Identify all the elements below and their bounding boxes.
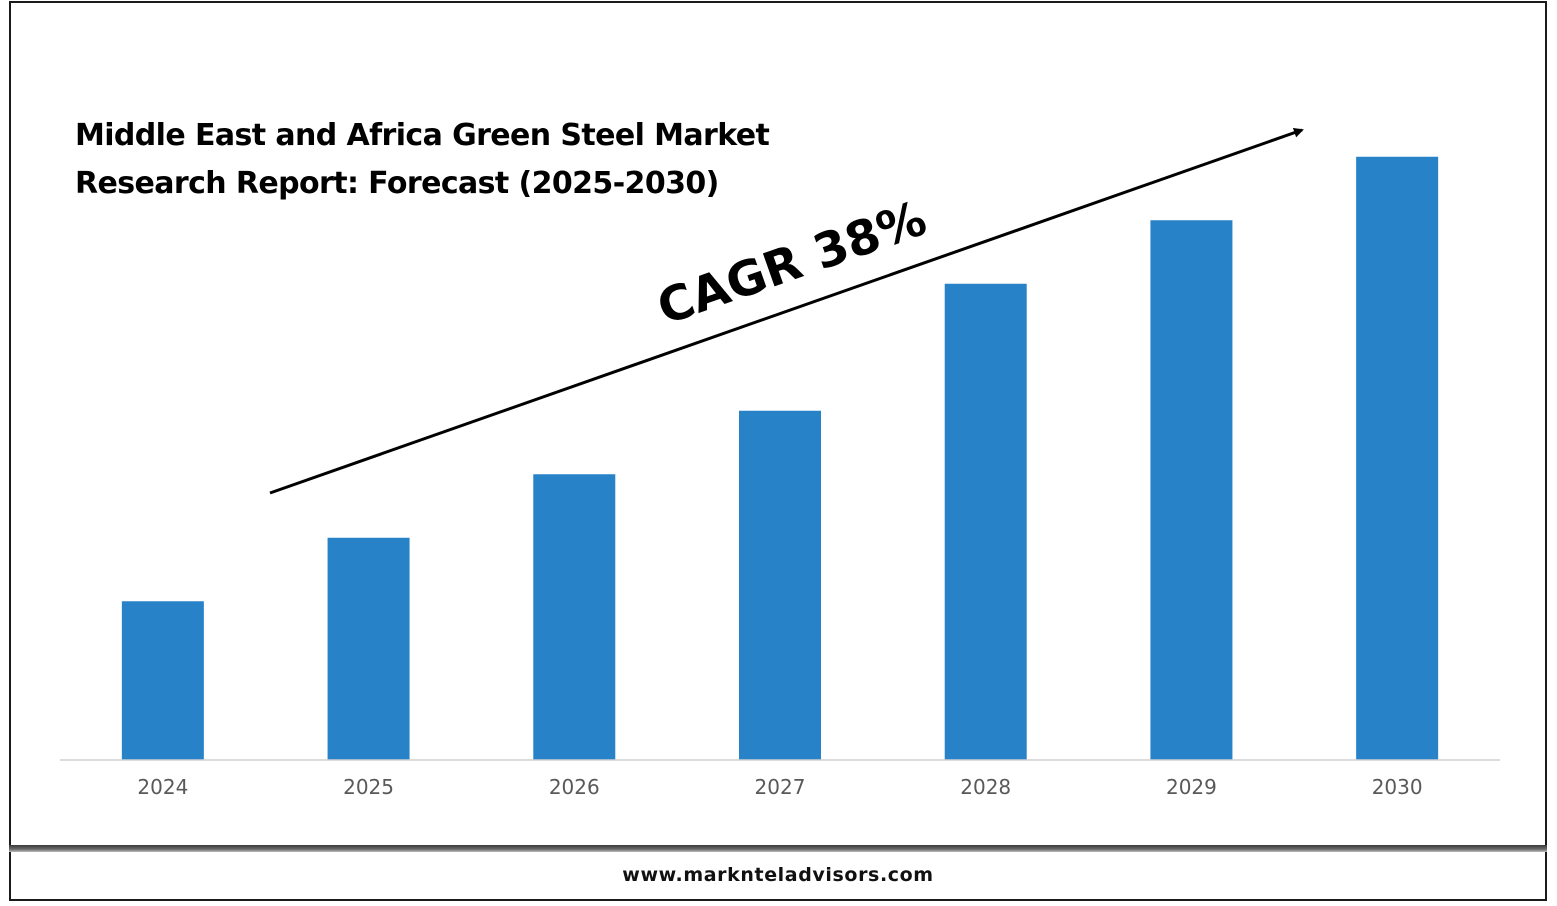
chart-title: Middle East and Africa Green Steel Marke… xyxy=(75,118,770,201)
x-tick-label-2027: 2027 xyxy=(755,775,806,799)
bars-group xyxy=(121,156,1439,760)
cagr-annotation: CAGR 38% xyxy=(650,190,933,336)
bar-2026 xyxy=(533,474,616,760)
x-tick-label-2024: 2024 xyxy=(137,775,188,799)
x-tick-label-2026: 2026 xyxy=(549,775,600,799)
bar-2030 xyxy=(1356,156,1439,760)
footer-divider xyxy=(9,845,1547,852)
bar-2025 xyxy=(327,537,410,760)
bar-2027 xyxy=(739,410,821,760)
bar-2029 xyxy=(1150,220,1233,760)
x-tick-label-2029: 2029 xyxy=(1166,775,1217,799)
x-tick-labels: 2024 2025 2026 2027 2028 2029 2030 xyxy=(137,775,1422,799)
x-tick-label-2030: 2030 xyxy=(1372,775,1423,799)
x-tick-label-2028: 2028 xyxy=(960,775,1011,799)
growth-arrow xyxy=(269,127,1304,495)
footer-website: www.marknteladvisors.com xyxy=(622,864,934,886)
x-tick-label-2025: 2025 xyxy=(343,775,394,799)
bar-2024 xyxy=(121,601,204,760)
bar-2028 xyxy=(944,283,1027,760)
